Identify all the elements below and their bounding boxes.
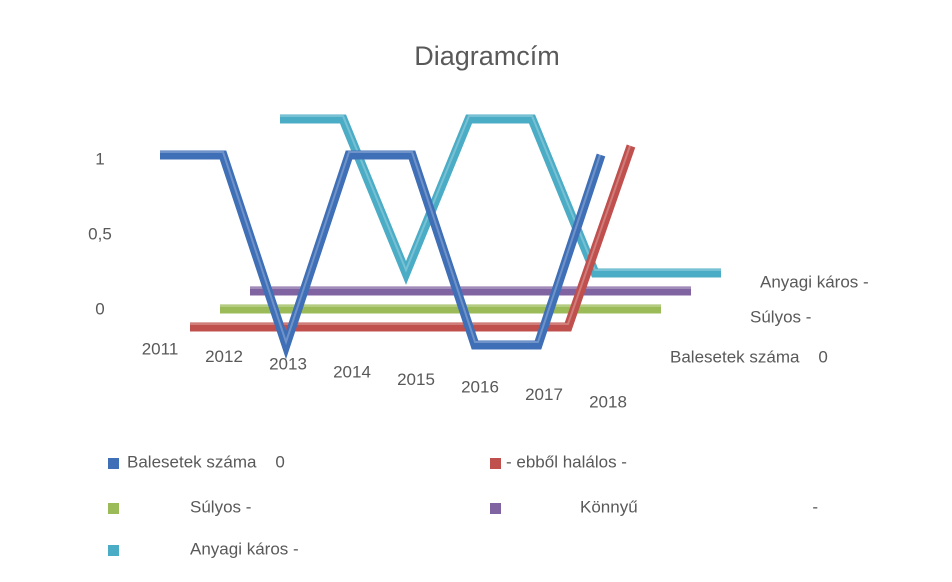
legend-label: Könnyű - [580, 497, 818, 516]
y-tick-label: 1 [95, 149, 104, 168]
x-tick-label: 2011 [142, 339, 179, 358]
series-line-edge [190, 142, 632, 325]
x-tick-label: 2016 [461, 377, 499, 396]
legend-label: Súlyos - [190, 497, 251, 516]
legend-label: Anyagi káros - [190, 539, 299, 558]
series-line [160, 150, 606, 360]
legend-swatch [108, 458, 119, 469]
x-tick-label: 2015 [397, 370, 435, 389]
legend-swatch [108, 503, 119, 514]
legend-label: - ebből halálos - [506, 452, 627, 471]
chart-title: Diagramcím [414, 41, 560, 71]
x-tick-label: 2017 [525, 385, 563, 404]
depth-label: Anyagi káros - [760, 272, 869, 291]
series-line-edge [280, 115, 721, 273]
legend-label: Balesetek száma 0 [127, 452, 285, 471]
depth-label: Súlyos - [750, 307, 811, 326]
series-line [280, 114, 721, 285]
legend-swatch [490, 503, 501, 514]
y-tick-label: 0,5 [88, 224, 112, 243]
y-tick-label: 0 [95, 299, 104, 318]
legend-swatch [108, 545, 119, 556]
x-tick-label: 2014 [333, 362, 371, 381]
x-tick-label: 2018 [589, 393, 627, 412]
depth-label: Balesetek száma 0 [670, 347, 828, 366]
series-line [190, 144, 636, 332]
x-tick-label: 2013 [269, 355, 307, 374]
x-tick-label: 2012 [205, 347, 243, 366]
series-line-edge [160, 151, 602, 346]
legend-swatch [490, 458, 501, 469]
